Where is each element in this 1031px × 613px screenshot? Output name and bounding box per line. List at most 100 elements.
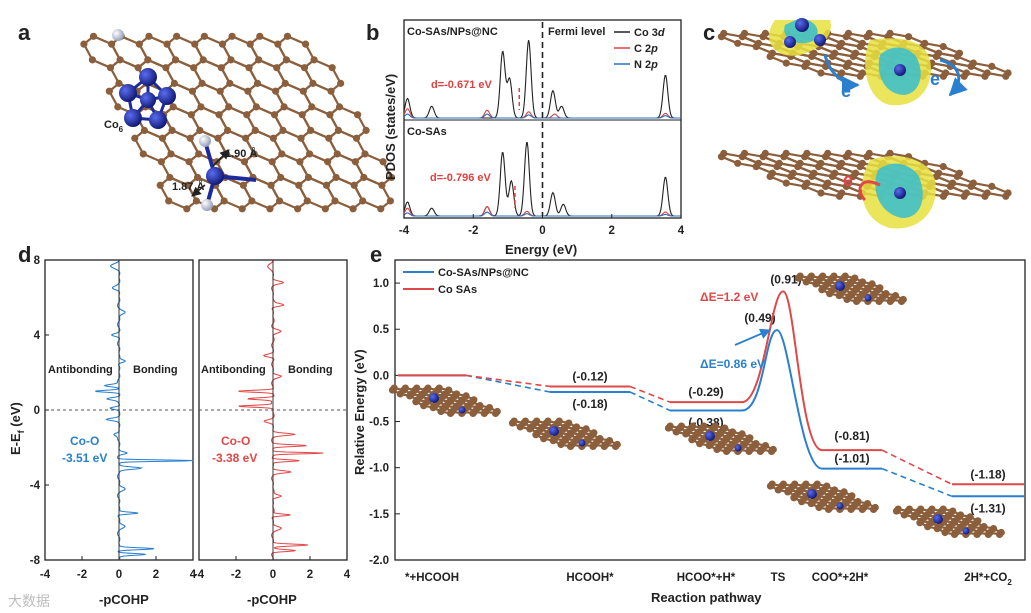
cohp-bond-left: Co-O <box>70 434 99 448</box>
carbon-atom <box>131 134 139 142</box>
carbon-atom <box>794 274 803 282</box>
carbon-atom <box>446 409 455 418</box>
carbon-atom <box>195 150 203 158</box>
carbon-atom <box>108 40 116 48</box>
cohp-bonding-left: Bonding <box>133 364 178 376</box>
carbon-atom <box>941 528 949 537</box>
panel-label-e: e <box>370 242 382 267</box>
carbon-atom <box>717 153 726 161</box>
carbon-atom <box>544 417 552 425</box>
carbon-atom <box>745 447 753 456</box>
carbon-atom <box>272 87 280 95</box>
co6-cluster <box>119 68 176 129</box>
carbon-atom <box>682 430 690 438</box>
carbon-atom <box>185 158 193 166</box>
bond-length-2: 1.87 Å <box>172 180 204 193</box>
mini-co-cluster <box>705 431 715 441</box>
carbon-atom <box>953 172 961 181</box>
carbon-atom <box>171 56 180 64</box>
cohp-x-label-left: -pCOHP <box>99 592 149 607</box>
carbon-atom <box>145 32 153 40</box>
ts-curve-0 <box>741 329 823 470</box>
category-label: HCOOH* <box>566 572 614 584</box>
carbon-atom <box>688 436 696 444</box>
mini-structure <box>664 422 777 456</box>
carbon-atom <box>362 126 370 134</box>
energy-y-tick-label: 1.0 <box>373 278 389 290</box>
carbon-atom <box>807 500 815 508</box>
carbon-atom <box>283 32 292 40</box>
cohp-y-tick-label: 4 <box>34 330 41 342</box>
carbon-atom <box>526 425 534 433</box>
carbon-atom <box>555 417 563 425</box>
carbon-atom <box>105 87 113 95</box>
carbon-atom <box>791 480 799 488</box>
mini-co-cluster <box>933 514 943 524</box>
carbon-atom <box>946 182 954 190</box>
cohp-curve <box>238 259 324 561</box>
carbon-atom <box>158 134 167 142</box>
carbon-atom <box>842 182 850 190</box>
carbon-atom <box>168 126 176 134</box>
intermediate-structures <box>388 272 1005 539</box>
mini-co-cluster <box>549 426 559 436</box>
carbon-atom <box>334 126 342 134</box>
energy-value-label: (-0.18) <box>572 397 607 411</box>
mini-co-atom <box>458 406 466 414</box>
cohp-y-label: E-Ef (eV) <box>8 402 26 455</box>
category-label: 2H*+CO2 <box>964 572 1012 587</box>
energy-y-label: Relative Energy (eV) <box>352 349 367 475</box>
carbon-atom <box>412 398 420 406</box>
pdos-bottom-name: Co-SAs <box>407 126 447 138</box>
co-single-atom-site <box>112 29 257 211</box>
energy-x-label: Reaction pathway <box>651 590 762 605</box>
carbon-atom <box>734 159 742 167</box>
carbon-atom <box>605 437 614 445</box>
carbon-atom <box>424 384 432 392</box>
cohp-x-tick-label: 0 <box>116 569 122 581</box>
carbon-atom <box>191 40 199 48</box>
panel-e-energy-profile: 1.00.50.0-0.5-1.0-1.5-2.0 (-0.18)(-0.38)… <box>352 259 1026 605</box>
energy-value-label: (0.91) <box>770 272 801 286</box>
carbon-atom <box>349 205 357 213</box>
carbon-atom <box>166 173 174 182</box>
carbon-atom <box>949 507 957 515</box>
carbon-atom <box>611 442 620 451</box>
carbon-atom <box>303 197 311 205</box>
mini-co-cluster <box>429 393 439 403</box>
energy-connector <box>881 467 953 498</box>
carbon-atom <box>187 111 195 119</box>
carbon-atom <box>932 52 940 61</box>
carbon-atom <box>705 442 713 450</box>
cobalt-single-atom <box>206 167 224 185</box>
carbon-atom <box>325 134 333 142</box>
carbon-atom <box>225 103 233 111</box>
category-label: HCOO*+H* <box>677 572 736 584</box>
cohp-x-tick-label: 4 <box>344 569 351 581</box>
carbon-atom <box>1002 72 1010 80</box>
d-band-center-top: d=-0.671 eV <box>431 79 493 91</box>
carbon-atom <box>298 111 306 119</box>
carbon-atom <box>199 56 207 64</box>
energy-value-label: (-0.29) <box>688 385 723 399</box>
mini-structure <box>766 480 879 514</box>
carbon-atom <box>847 505 855 514</box>
carbon-atom <box>784 488 792 496</box>
carbon-atom <box>462 392 470 400</box>
carbon-atom <box>252 103 260 111</box>
energy-value-label: (-0.12) <box>572 369 607 383</box>
energy-y-tick-label: -1.0 <box>369 463 389 475</box>
carbon-atom <box>966 513 974 521</box>
electron-label-1: e <box>841 81 851 101</box>
electron-label-2: e <box>930 69 940 89</box>
carbon-atom <box>549 437 557 445</box>
cohp-x-tick-label: 0 <box>270 569 276 581</box>
pdos-x-tick-label: 4 <box>678 225 685 237</box>
carbon-atom <box>165 197 173 205</box>
carbon-atom <box>305 150 314 158</box>
carbon-atom <box>939 505 947 513</box>
carbon-atom <box>327 87 335 95</box>
carbon-atom <box>256 32 264 40</box>
panel-c-charge-density: e e e <box>717 18 1012 229</box>
